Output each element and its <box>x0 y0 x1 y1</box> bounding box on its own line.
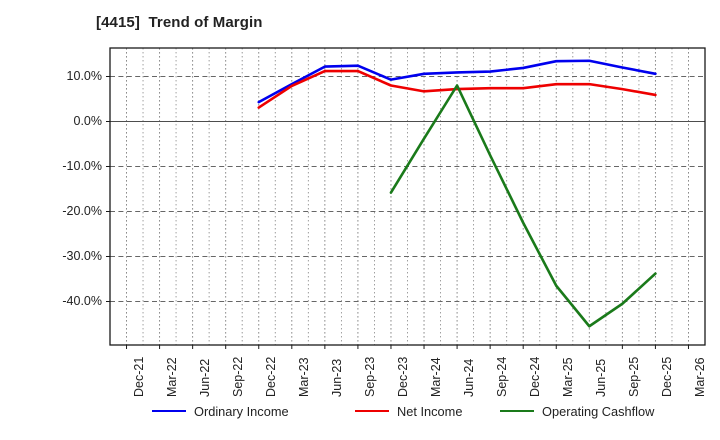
x-axis-tick-label: Jun-25 <box>594 358 609 397</box>
x-axis-tick-label: Mar-22 <box>164 357 179 397</box>
x-axis-tick-label: Mar-26 <box>693 357 708 397</box>
x-axis-tick-label: Mar-23 <box>296 357 311 397</box>
y-axis-tick-label: -30.0% <box>62 248 102 263</box>
x-axis-tick-label: Jun-24 <box>462 358 477 397</box>
y-axis-tick-label: -40.0% <box>62 293 102 308</box>
gridlines-vertical <box>126 48 689 345</box>
axis-ticks <box>106 76 689 349</box>
chart-legend: Ordinary Income Net Income Operating Cashf… <box>0 400 720 426</box>
page-title: [4415] Trend of Margin <box>96 14 263 31</box>
x-axis-tick-label: Dec-21 <box>131 356 146 397</box>
legend-item[interactable]: Operating Cashflow <box>500 400 654 422</box>
x-axis-tick-label: Sep-23 <box>362 356 377 397</box>
x-axis-tick-label: Jun-22 <box>197 358 212 397</box>
y-axis-tick-label: -20.0% <box>62 203 102 218</box>
x-axis-tick-label: Dec-23 <box>395 356 410 397</box>
x-axis-tick-label: Dec-24 <box>528 356 543 397</box>
x-axis-tick-label: Mar-24 <box>429 357 444 397</box>
x-axis-tick-label: Jun-23 <box>329 358 344 397</box>
y-axis-tick-label: 0.0% <box>73 113 103 128</box>
legend-color-swatch <box>500 410 534 412</box>
legend-label: Operating Cashflow <box>542 403 655 419</box>
x-axis-tick-label: Sep-22 <box>230 356 245 397</box>
legend-label: Net Income <box>397 403 463 419</box>
x-axis-tick-label: Sep-24 <box>495 356 510 397</box>
series-line-ordinary-income <box>257 59 657 104</box>
y-axis-tick-label: 10.0% <box>66 68 102 83</box>
x-axis-tick-label: Sep-25 <box>627 356 642 397</box>
legend-color-swatch <box>152 410 186 412</box>
legend-color-swatch <box>355 410 389 412</box>
x-axis-tick-label: Dec-25 <box>660 356 675 397</box>
x-axis-tick-label: Mar-25 <box>561 357 576 397</box>
legend-item[interactable]: Ordinary Income <box>152 400 289 422</box>
legend-label: Ordinary Income <box>194 403 289 419</box>
series-line-net-income <box>257 69 657 109</box>
x-axis-tick-label: Dec-22 <box>263 356 278 397</box>
y-axis-tick-label: -10.0% <box>62 158 102 173</box>
plot-frame <box>109 47 706 346</box>
series-line-operating-cashflow <box>389 84 657 328</box>
legend-item[interactable]: Net Income <box>355 400 462 422</box>
